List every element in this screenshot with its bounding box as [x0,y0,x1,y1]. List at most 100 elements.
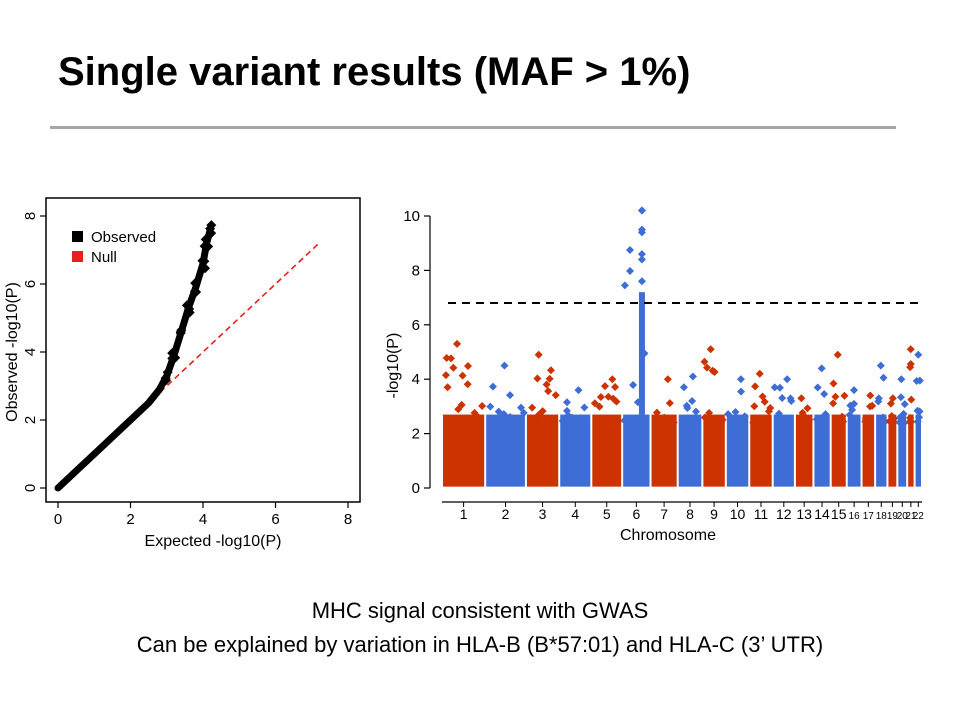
snp-peak-point [897,375,906,384]
snp-point [724,410,733,419]
snp-point [861,417,870,426]
snp-point [890,418,899,427]
chromosome-9 [700,345,727,487]
snp-point [662,418,671,427]
snp-point [829,379,838,388]
snp-peak-point [574,386,583,395]
snp-point [805,415,814,424]
mh-x-tick-label: 16 [849,511,861,522]
chromosome-10 [724,375,749,487]
snp-point [580,403,589,412]
legend-label-null: Null [91,249,117,266]
snp-point [596,393,605,402]
qq-observed-point [161,375,172,386]
snp-point [812,415,821,424]
chromosome-band [443,414,485,487]
qq-y-tick-label: 0 [22,484,39,492]
snp-point [703,363,712,372]
snp-point [774,409,783,418]
mh-x-axis-label: Chromosome [620,527,716,544]
snp-point [915,376,924,385]
chromosome-band [651,414,677,487]
snp-peak-point [608,375,617,384]
snp-point [454,405,463,414]
snp-point [562,398,571,407]
qq-observed-point [205,223,216,234]
chromosome-band [726,414,749,487]
qq-observed-point [184,307,195,318]
snp-point [906,416,915,425]
snp-point [850,399,859,408]
mhc-signal-point [637,206,646,215]
snp-peak-point [736,375,745,384]
snp-peak-point [866,391,875,400]
mh-x-tick-label: 18 [876,511,888,522]
snp-point [877,416,886,425]
snp-point [751,382,760,391]
chromosome-15 [829,350,849,487]
snp-point [546,366,555,375]
snp-point [489,416,498,425]
snp-point [829,399,838,408]
mh-x-tick-label: 7 [660,506,668,522]
caption-line-1: MHC signal consistent with GWAS [311,598,649,623]
chromosome-band [592,414,622,487]
snp-point [900,400,909,409]
chromosome-3 [526,350,560,487]
qq-observed-point [191,286,202,297]
qq-x-tick-label: 8 [344,511,352,528]
snp-point [831,392,840,401]
snp-point [737,387,746,396]
chromosome-band [898,414,907,487]
qq-y-axis-label: Observed -log10(P) [4,282,21,422]
snp-point [538,407,547,416]
mh-x-tick-label: 17 [863,511,875,522]
snp-point [803,404,812,413]
snp-point [770,383,779,392]
snp-point [738,416,747,425]
snp-point [464,361,473,370]
chromosome-band [526,414,559,487]
snp-point [895,418,904,427]
chromosome-17 [861,391,877,487]
chromosome-band [847,414,861,487]
snp-point [529,415,538,424]
mh-y-tick-label: 8 [412,262,420,279]
qq-y-tick-label: 2 [22,416,39,424]
snp-point [638,417,647,426]
snp-point [545,374,554,383]
snp-point [620,416,629,425]
mh-x-tick-label: 5 [603,506,611,522]
mh-y-tick-label: 6 [412,317,420,334]
snp-point [494,407,503,416]
snp-point [708,366,717,375]
legend-swatch-null [72,251,83,262]
legend-swatch-observed [72,231,83,242]
mh-x-tick-label: 19 [887,511,899,522]
chromosome-band [915,414,921,487]
chromosome-band [560,414,591,487]
snp-point [838,412,847,421]
snp-point [576,414,585,423]
chromosome-band [831,414,846,487]
mhc-signal-point [637,250,646,259]
snp-point [821,410,830,419]
snp-point [605,418,614,427]
snp-point [519,408,528,417]
snp-point [750,402,759,411]
snp-point [906,360,915,369]
snp-point [568,413,577,422]
mh-x-tick-label: 2 [502,506,510,522]
chromosome-8 [678,372,702,487]
chromosome-band [795,414,813,487]
snp-point [845,410,854,419]
mh-y-axis-label: -log10(P) [385,333,402,399]
snp-point [896,413,905,422]
chromosome-12 [770,375,796,487]
snp-point [629,380,638,389]
snp-peak-point [706,345,715,354]
snp-peak-point [888,394,897,403]
chromosome-band [678,414,702,487]
mh-x-tick-label: 21 [905,511,917,522]
snp-point [879,373,888,382]
